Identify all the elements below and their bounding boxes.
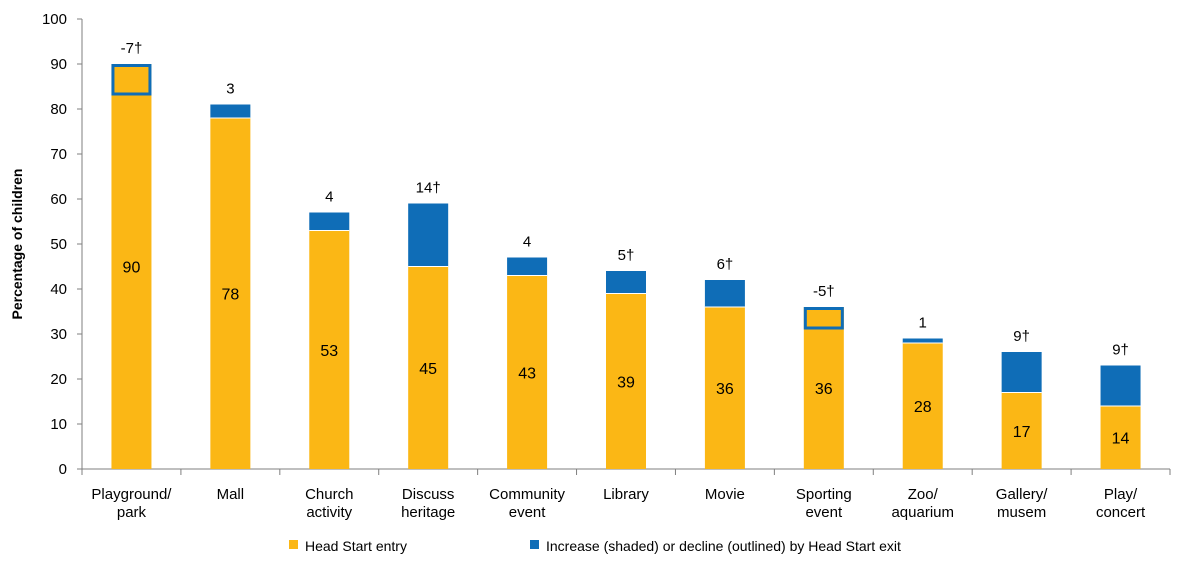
x-category-label: Mall [217, 486, 245, 503]
x-category-label-line: activity [306, 504, 352, 521]
bar-increase-segment [705, 280, 745, 307]
y-tick-label: 100 [42, 11, 67, 28]
y-tick-label: 60 [50, 191, 67, 208]
x-category-label-line: event [509, 504, 547, 521]
x-category-label: Zoo/aquarium [891, 486, 954, 521]
change-data-label: -7† [121, 40, 143, 57]
x-category-label: Church activity [305, 486, 353, 521]
change-data-label: 3 [226, 81, 234, 98]
y-tick-label: 80 [50, 101, 67, 118]
x-category-label-line: heritage [401, 504, 455, 521]
entry-data-label: 90 [123, 260, 141, 277]
change-data-label: 6† [717, 256, 734, 273]
bar-increase-segment [903, 339, 943, 344]
x-category-label-line: Play/ [1104, 486, 1138, 503]
legend-swatch-change [530, 540, 539, 549]
x-category-label-line: Movie [705, 486, 745, 503]
x-category-label-line: Gallery/ [996, 486, 1049, 503]
bar-increase-segment [210, 105, 250, 119]
entry-data-label: 28 [914, 399, 932, 416]
x-category-label: Community event [489, 486, 565, 521]
entry-data-label: 36 [716, 381, 734, 398]
entry-data-label: 43 [518, 365, 536, 382]
bar-increase-segment [408, 204, 448, 267]
y-tick-label: 70 [50, 146, 67, 163]
entry-data-label: 39 [617, 374, 635, 391]
bar-increase-segment [507, 258, 547, 276]
x-category-label: Gallery/musem [996, 486, 1049, 521]
x-category-label-line: Discuss [402, 486, 455, 503]
x-category-label: Discuss heritage [401, 486, 455, 521]
x-category-label: Playground/park [91, 486, 172, 521]
entry-data-label: 53 [320, 343, 338, 360]
y-axis-title: Percentage of children [9, 169, 25, 320]
x-category-label: Sporting event [796, 486, 852, 521]
x-category-label-line: Mall [217, 486, 245, 503]
y-tick-label: 50 [50, 236, 67, 253]
entry-data-label: 45 [419, 361, 437, 378]
y-tick-label: 10 [50, 416, 67, 433]
change-data-label: 5† [618, 247, 635, 264]
change-data-label: 9† [1112, 342, 1129, 359]
bar-increase-segment [1101, 366, 1141, 407]
y-tick-label: 20 [50, 371, 67, 388]
legend-label-entry: Head Start entry [305, 538, 407, 554]
y-tick-label: 40 [50, 281, 67, 298]
legend-label-change: Increase (shaded) or decline (outlined) … [546, 538, 901, 554]
bar-increase-segment [309, 213, 349, 231]
change-data-label: 4 [325, 189, 333, 206]
x-category-label-line: aquarium [891, 504, 954, 521]
y-tick-label: 90 [50, 56, 67, 73]
y-tick-label: 0 [59, 461, 67, 478]
change-data-label: 1 [919, 315, 927, 332]
x-category-label-line: Library [603, 486, 649, 503]
entry-data-label: 36 [815, 381, 833, 398]
bar-increase-segment [606, 271, 646, 294]
x-category-label-line: event [805, 504, 843, 521]
entry-data-label: 17 [1013, 424, 1031, 441]
bar-increase-segment [1002, 352, 1042, 393]
change-data-label: -5† [813, 283, 835, 300]
x-category-label-line: Sporting [796, 486, 852, 503]
x-category-label-line: Church [305, 486, 353, 503]
change-data-label: 4 [523, 234, 531, 251]
x-category-label-line: park [117, 504, 147, 521]
x-category-label-line: Community [489, 486, 565, 503]
x-category-label-line: Playground/ [91, 486, 172, 503]
x-category-label-line: musem [997, 504, 1046, 521]
x-category-label: Movie [705, 486, 745, 503]
y-tick-label: 30 [50, 326, 67, 343]
legend-swatch-entry [289, 540, 298, 549]
change-data-label: 9† [1013, 328, 1030, 345]
change-data-label: 14† [416, 180, 441, 197]
x-category-label: Play/concert [1096, 486, 1146, 521]
entry-data-label: 78 [221, 287, 239, 304]
x-category-label: Library [603, 486, 649, 503]
x-category-label-line: Zoo/ [908, 486, 939, 503]
entry-data-label: 14 [1112, 431, 1130, 448]
x-category-label-line: concert [1096, 504, 1146, 521]
